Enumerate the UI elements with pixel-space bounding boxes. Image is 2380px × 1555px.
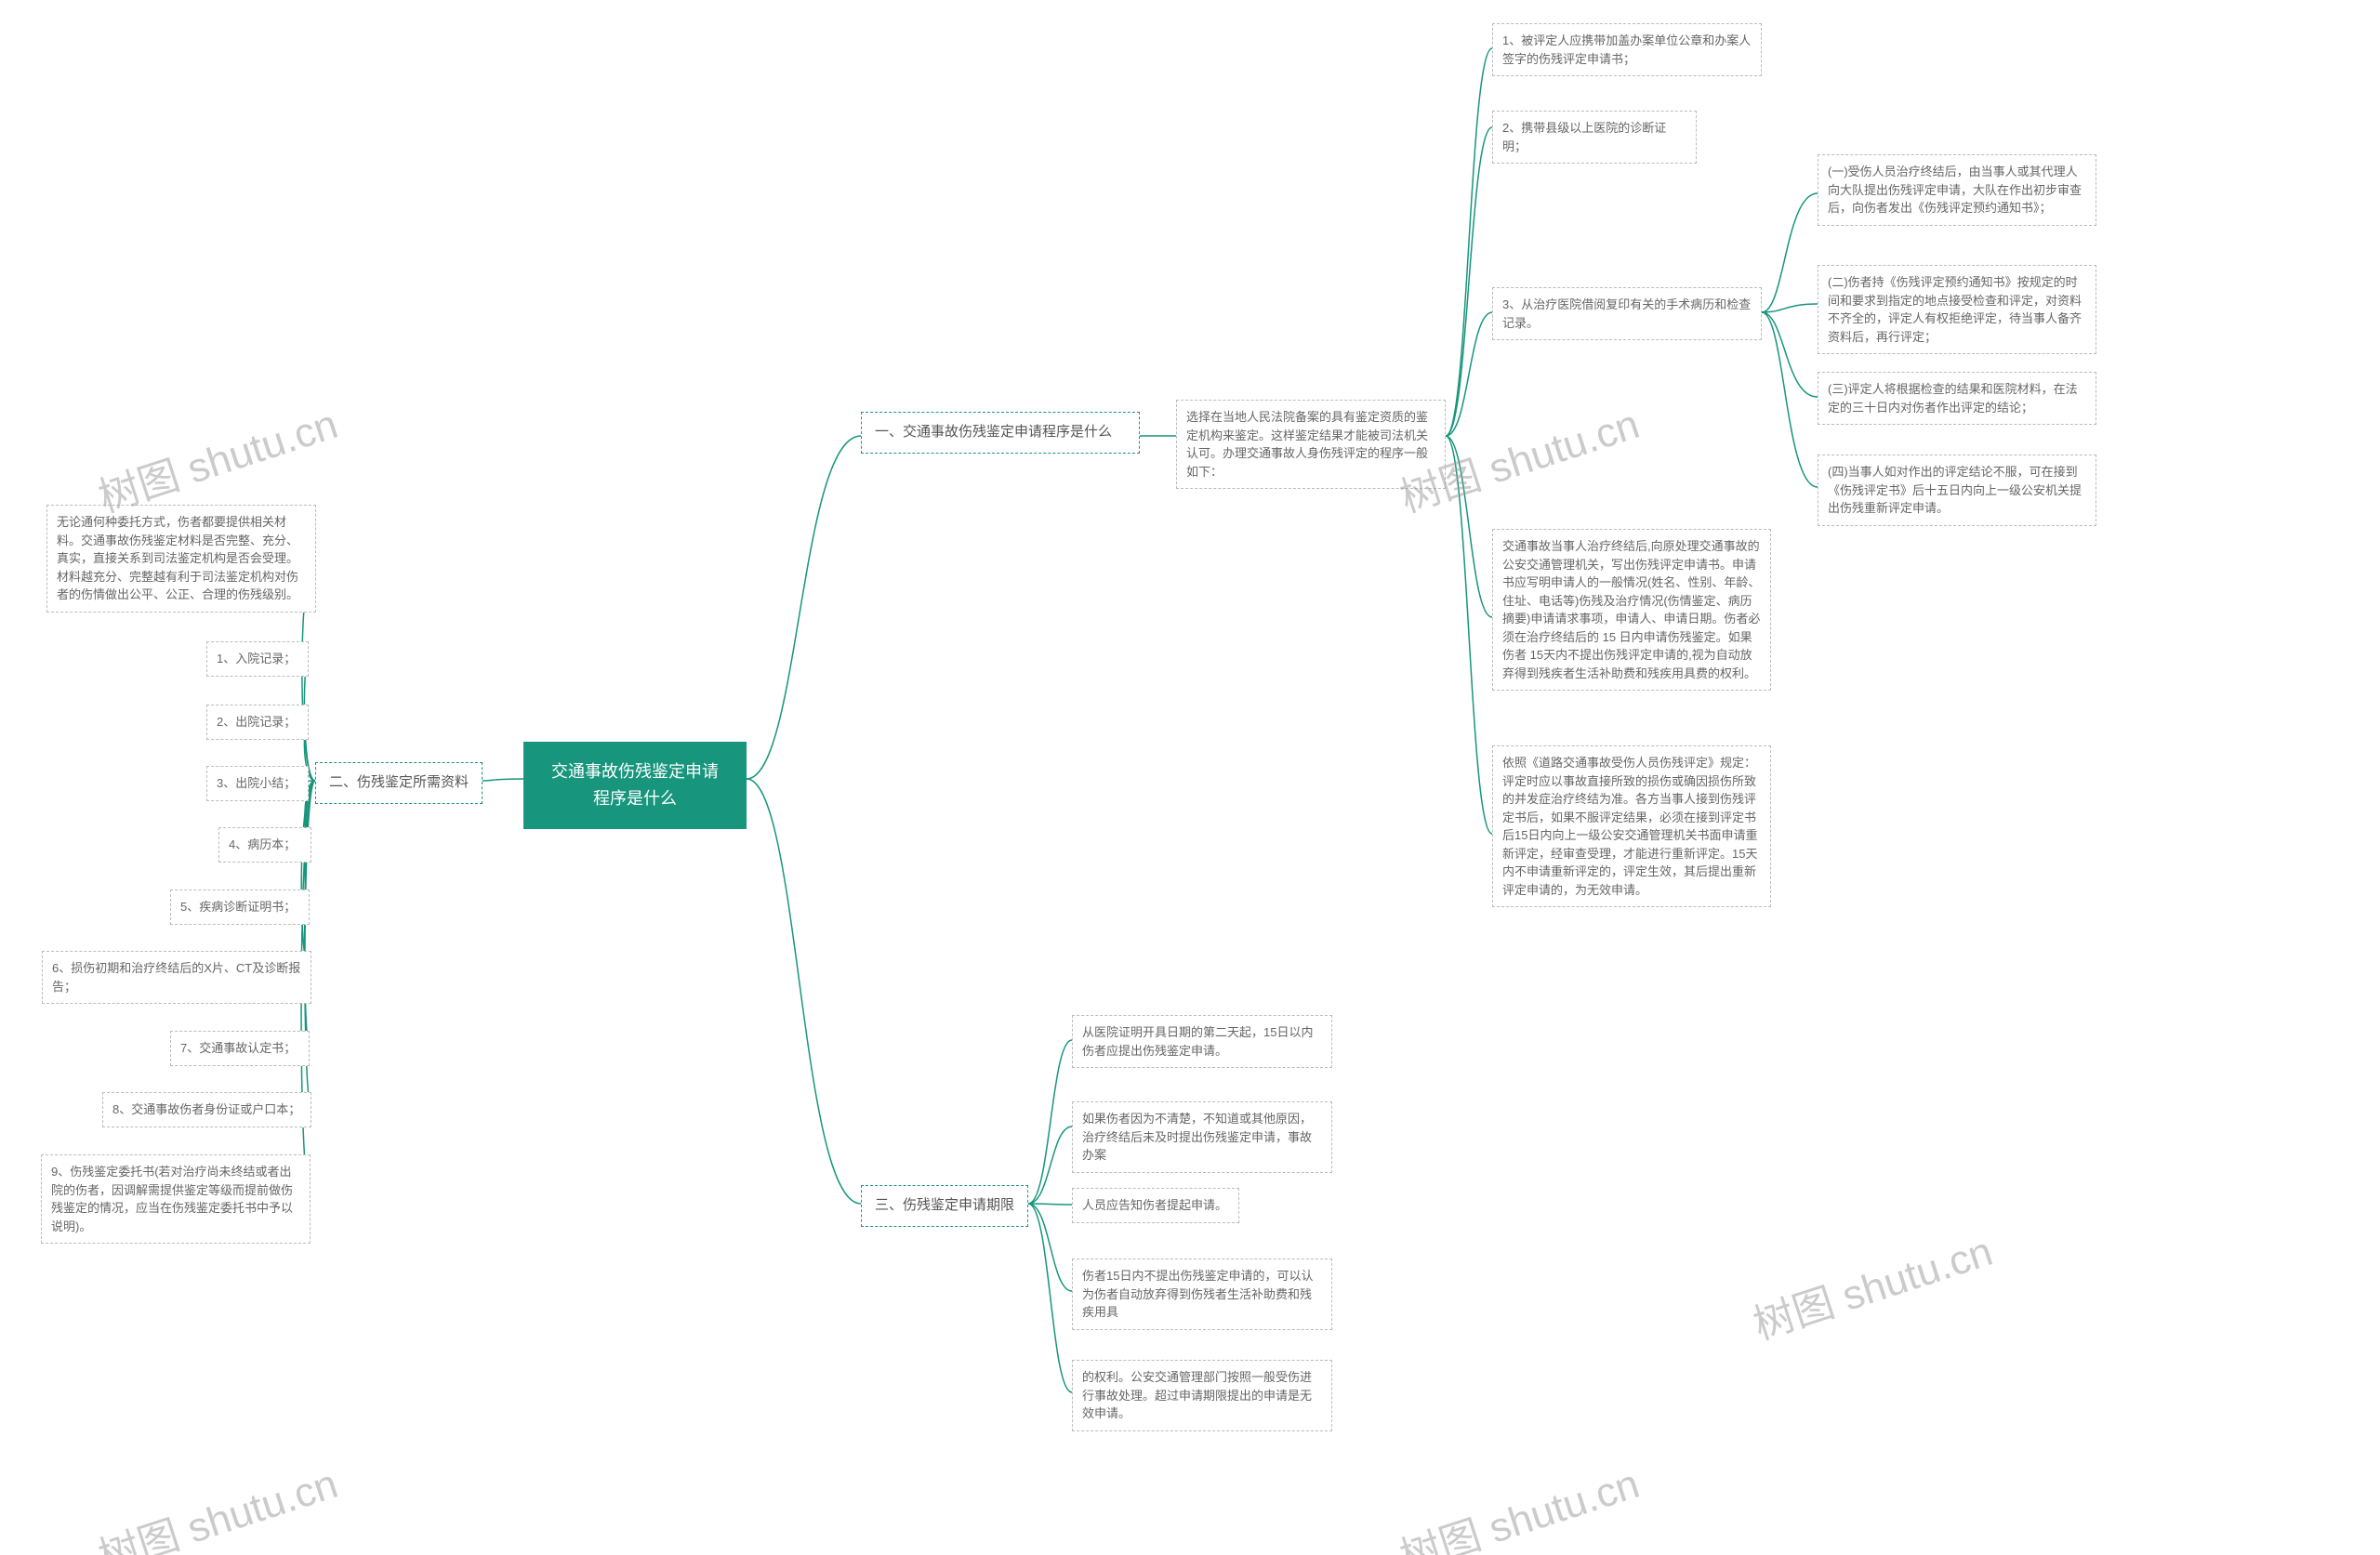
b1-sub-1: (一)受伤人员治疗终结后，由当事人或其代理人向大队提出伤残评定申请，大队在作出初… <box>1818 154 2096 226</box>
b2-item-3: 3、出院小结； <box>206 766 309 801</box>
watermark: 树图 shutu.cn <box>90 1450 344 1555</box>
b2-item-5: 5、疾病诊断证明书； <box>170 890 310 925</box>
b1-item-4: 交通事故当事人治疗终结后,向原处理交通事故的公安交通管理机关，写出伤残评定申请书… <box>1492 529 1771 691</box>
branch-1: 一、交通事故伤残鉴定申请程序是什么 <box>861 412 1140 454</box>
root-node: 交通事故伤残鉴定申请程序是什么 <box>523 742 747 829</box>
b2-item-9: 9、伤残鉴定委托书(若对治疗尚未终结或者出院的伤者，因调解需提供鉴定等级而提前做… <box>41 1154 311 1244</box>
b1-sub-4: (四)当事人如对作出的评定结论不服，可在接到《伤残评定书》后十五日内向上一级公安… <box>1818 455 2096 526</box>
b2-item-4: 4、病历本； <box>218 827 311 863</box>
b1-item-2: 2、携带县级以上医院的诊断证明； <box>1492 111 1697 164</box>
b3-item-4: 伤者15日内不提出伤残鉴定申请的，可以认为伤者自动放弃得到伤残者生活补助费和残疾… <box>1072 1258 1332 1330</box>
b3-item-3: 人员应告知伤者提起申请。 <box>1072 1188 1239 1223</box>
b1-item-5: 依照《道路交通事故受伤人员伤残评定》规定：评定时应以事故直接所致的损伤或确因损伤… <box>1492 745 1771 907</box>
b2-item-6: 6、损伤初期和治疗终结后的X片、CT及诊断报告； <box>42 951 311 1004</box>
b2-item-2: 2、出院记录； <box>206 705 309 740</box>
branch-2: 二、伤残鉴定所需资料 <box>315 762 483 804</box>
watermark: 树图 shutu.cn <box>1392 1450 1646 1555</box>
b2-item-7: 7、交通事故认定书； <box>170 1031 310 1066</box>
b2-item-0: 无论通何种委托方式，伤者都要提供相关材料。交通事故伤残鉴定材料是否完整、充分、真… <box>46 505 316 613</box>
branch-3: 三、伤残鉴定申请期限 <box>861 1185 1028 1227</box>
b3-item-1: 从医院证明开具日期的第二天起，15日以内伤者应提出伤残鉴定申请。 <box>1072 1015 1332 1068</box>
b1-item-3: 3、从治疗医院借阅复印有关的手术病历和检查记录。 <box>1492 287 1762 340</box>
b2-item-1: 1、入院记录； <box>206 641 309 677</box>
b1-desc: 选择在当地人民法院备案的具有鉴定资质的鉴定机构来鉴定。这样鉴定结果才能被司法机关… <box>1176 400 1446 489</box>
b1-sub-2: (二)伤者持《伤残评定预约通知书》按规定的时间和要求到指定的地点接受检查和评定，… <box>1818 265 2096 354</box>
b3-item-2: 如果伤者因为不清楚，不知道或其他原因，治疗终结后未及时提出伤残鉴定申请，事故办案 <box>1072 1101 1332 1173</box>
b2-item-8: 8、交通事故伤者身份证或户口本； <box>102 1092 311 1127</box>
watermark: 树图 shutu.cn <box>1745 1218 1999 1351</box>
b1-sub-3: (三)评定人将根据检查的结果和医院材料，在法定的三十日内对伤者作出评定的结论； <box>1818 372 2096 425</box>
b3-item-5: 的权利。公安交通管理部门按照一般受伤进行事故处理。超过申请期限提出的申请是无效申… <box>1072 1360 1332 1431</box>
b1-item-1: 1、被评定人应携带加盖办案单位公章和办案人签字的伤残评定申请书； <box>1492 23 1762 76</box>
